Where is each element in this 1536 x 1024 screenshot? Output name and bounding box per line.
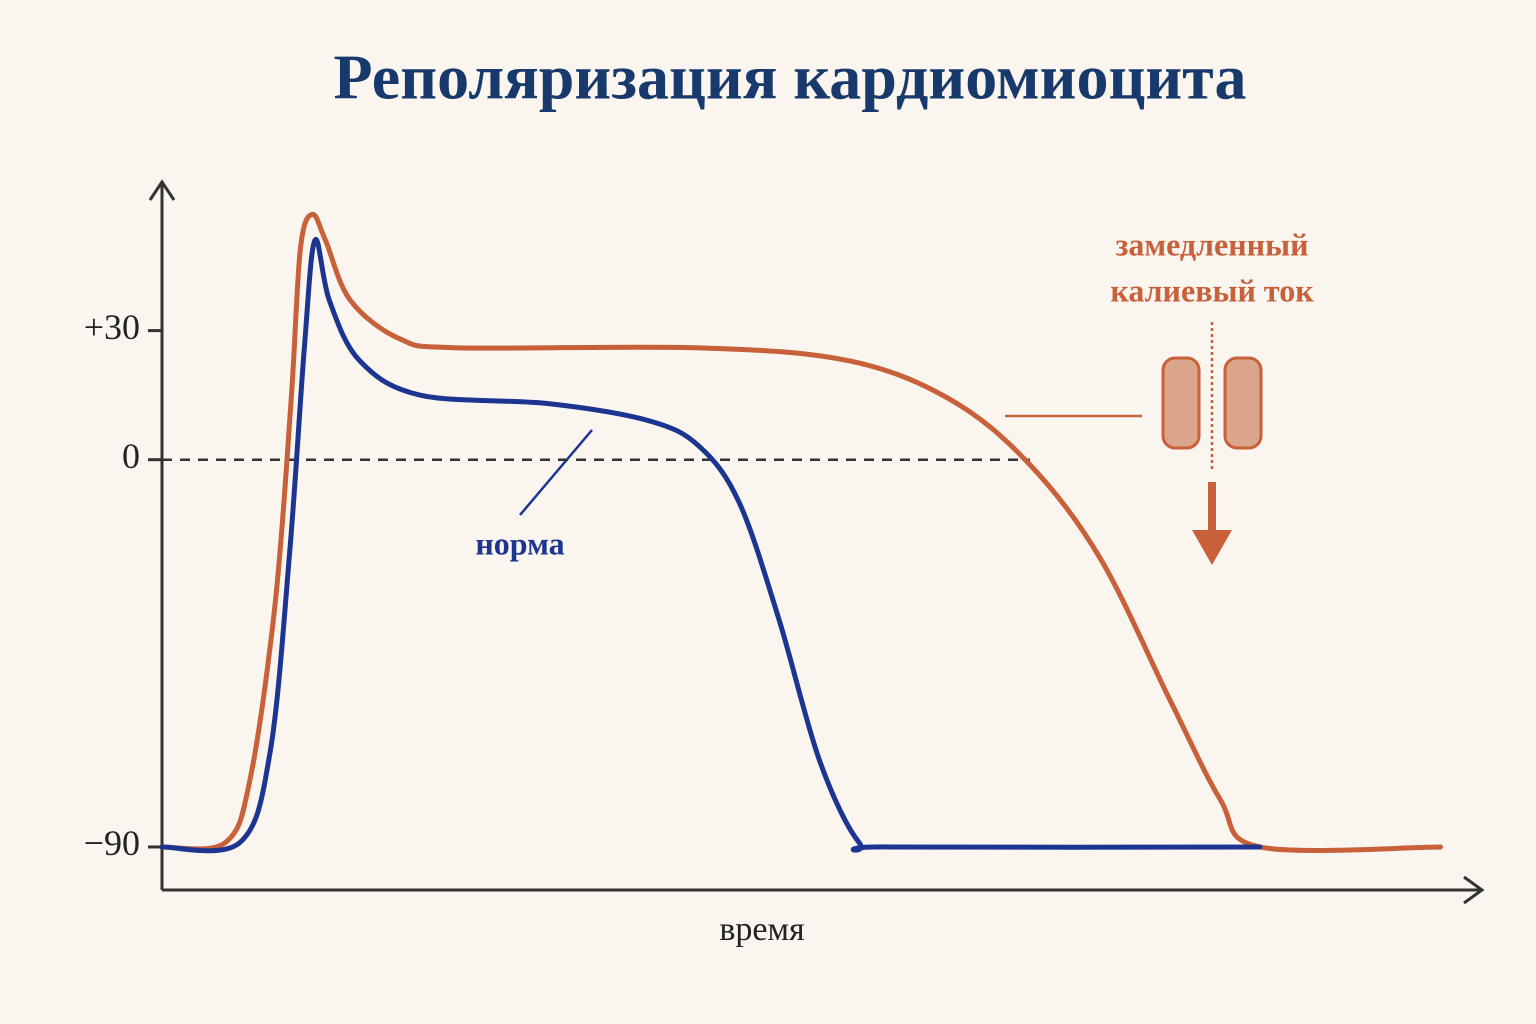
axes: [148, 179, 1485, 905]
chart-title: Реполяризация кардиомиоцита: [334, 42, 1247, 113]
y-tick-label: 0: [122, 436, 140, 476]
arrow-head: [1192, 530, 1232, 565]
channel-half: [1161, 356, 1201, 450]
channel-icon: [1005, 322, 1263, 565]
annotation: замедленный: [1115, 226, 1308, 262]
pointer-line: [519, 429, 593, 516]
x-axis-label: время: [719, 911, 805, 948]
y-tick-label: −90: [84, 823, 140, 863]
y-tick-label: +30: [84, 307, 140, 347]
series-line: [159, 211, 1443, 853]
series-label: норма: [475, 525, 564, 561]
series-line: [159, 237, 1263, 854]
channel-half: [1223, 356, 1263, 450]
y-arrow: [148, 179, 176, 201]
annotation: калиевый ток: [1110, 272, 1314, 308]
x-arrow: [1463, 875, 1485, 905]
